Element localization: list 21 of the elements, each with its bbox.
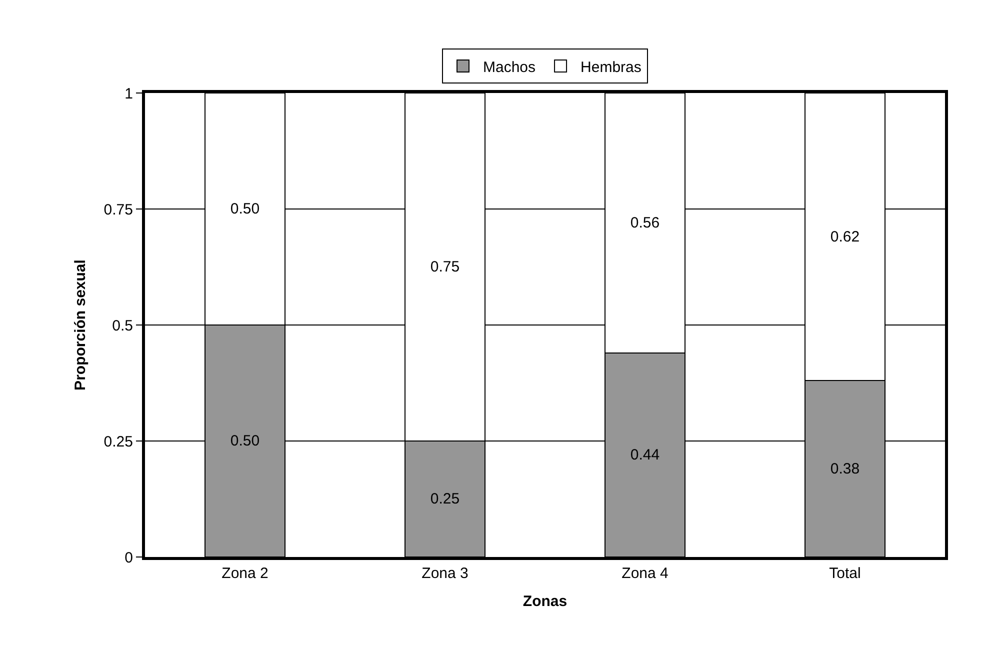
data-label: 0.50 <box>230 432 260 450</box>
data-label: 0.50 <box>230 200 260 218</box>
y-axis-title: Proporción sexual <box>72 260 90 390</box>
data-label: 0.56 <box>630 214 660 232</box>
x-tick-label: Zona 4 <box>622 565 668 582</box>
data-label: 0.25 <box>430 490 460 508</box>
data-label: 0.75 <box>430 258 460 276</box>
x-tick-label: Total <box>829 565 861 582</box>
y-tick-label: 0.5 <box>112 317 133 334</box>
y-tick-label: 0 <box>124 549 133 566</box>
y-tick-label: 0.25 <box>104 433 133 450</box>
data-label: 0.44 <box>630 446 660 464</box>
x-axis-title: Zonas <box>522 593 568 610</box>
y-tick-label: 0.75 <box>104 201 133 218</box>
x-tick-label: Zona 3 <box>422 565 468 582</box>
data-label: 0.38 <box>830 460 860 478</box>
data-label: 0.62 <box>830 228 860 246</box>
x-tick-label: Zona 2 <box>222 565 268 582</box>
legend-label: Machos <box>483 58 536 76</box>
legend-label: Hembras <box>580 58 642 76</box>
y-tick-label: 1 <box>124 85 133 102</box>
